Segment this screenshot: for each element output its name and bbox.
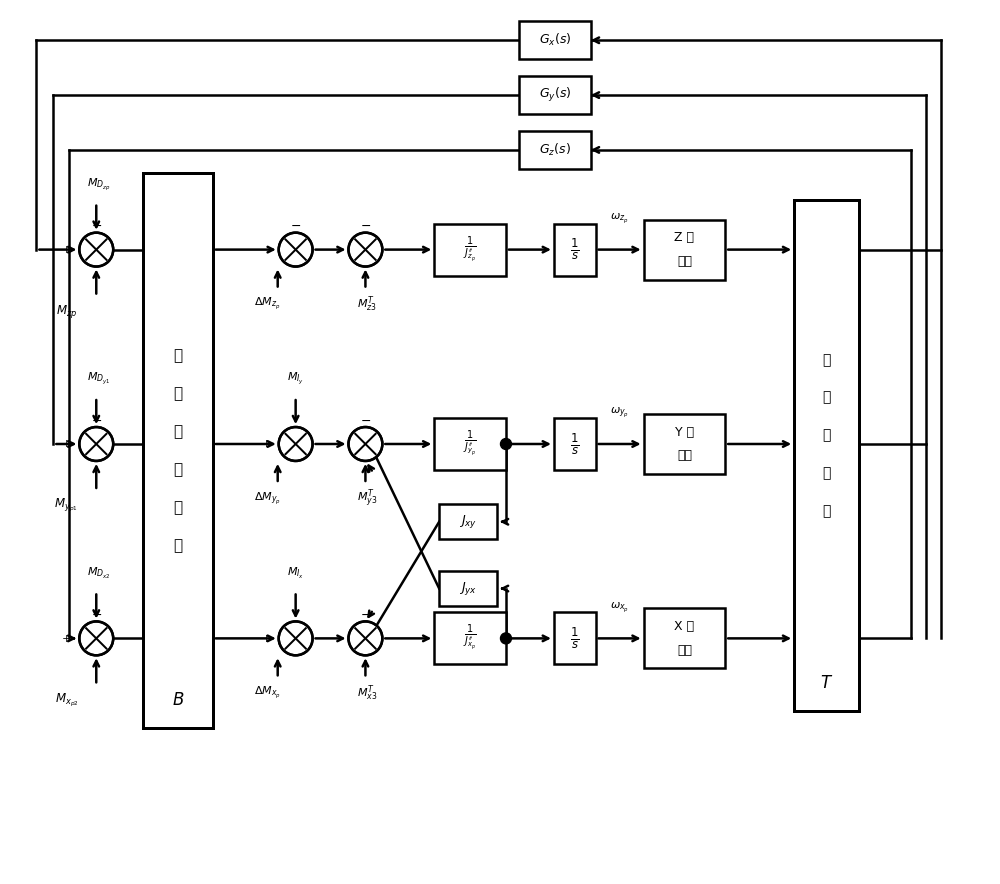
Bar [644,414,725,474]
Text: $J_{xy}$: $J_{xy}$ [459,514,477,530]
Text: $M_{D_{x2}}$: $M_{D_{x2}}$ [87,566,111,581]
Text: $M_{zp}$: $M_{zp}$ [56,303,77,320]
Text: $-$: $-$ [91,414,102,427]
Text: $\Delta M_{z_p}$: $\Delta M_{z_p}$ [254,296,281,312]
Circle shape [348,427,382,461]
Text: $G_y(s)$: $G_y(s)$ [539,86,571,104]
Text: $M_{y3}^T$: $M_{y3}^T$ [357,488,378,510]
Text: $\Delta M_{x_p}$: $\Delta M_{x_p}$ [254,685,281,701]
Text: $\Delta M_{y_p}$: $\Delta M_{y_p}$ [254,491,281,507]
Bar [644,220,725,279]
Bar [554,224,596,276]
Text: $-$: $-$ [360,219,371,232]
Text: 力: 力 [173,348,183,363]
Text: $\frac{1}{s}$: $\frac{1}{s}$ [570,431,579,457]
Text: 阵: 阵 [173,537,183,552]
Text: $\frac{1}{s}$: $\frac{1}{s}$ [570,626,579,651]
Text: $+$: $+$ [61,633,71,644]
Bar [434,613,506,664]
Text: 矩: 矩 [173,386,183,401]
Text: $G_z(s)$: $G_z(s)$ [539,141,571,158]
Text: $-$: $-$ [91,608,102,621]
Text: $\frac{1}{J_{y_p}^{\prime\prime}}$: $\frac{1}{J_{y_p}^{\prime\prime}}$ [463,429,477,459]
Text: $\frac{1}{J_{x_p}^{\prime\prime}}$: $\frac{1}{J_{x_p}^{\prime\prime}}$ [463,623,477,653]
Text: $\omega_{x_p}$: $\omega_{x_p}$ [610,600,629,614]
Text: 变: 变 [173,424,183,439]
Text: $M_{z3}^T$: $M_{z3}^T$ [357,294,377,314]
Text: $\frac{1}{s}$: $\frac{1}{s}$ [570,237,579,263]
Bar [519,131,591,169]
Text: $-$: $-$ [91,219,102,232]
Text: $J_{yx}$: $J_{yx}$ [459,580,477,597]
Bar [794,200,859,711]
Text: $M_{I_x}$: $M_{I_x}$ [287,566,304,581]
Bar [439,571,497,606]
Circle shape [348,232,382,267]
Text: $+$: $+$ [61,244,71,255]
Text: 换: 换 [173,462,183,476]
Text: $\omega_{y_p}$: $\omega_{y_p}$ [610,406,629,420]
Text: $-$: $-$ [360,608,371,621]
Text: $G_x(s)$: $G_x(s)$ [539,32,571,49]
Text: $M_{x_{p2}}$: $M_{x_{p2}}$ [55,691,78,709]
Text: 空: 空 [822,353,831,367]
Bar [554,418,596,470]
Text: 器: 器 [822,504,831,518]
Text: $M_{x3}^T$: $M_{x3}^T$ [357,683,378,703]
Text: 耦: 耦 [822,467,831,480]
Circle shape [79,232,113,267]
Circle shape [79,427,113,461]
Text: 螺仪: 螺仪 [677,644,692,657]
Text: 矩: 矩 [173,499,183,514]
Text: $M_{y_{p1}}$: $M_{y_{p1}}$ [54,497,78,514]
Text: $+$: $+$ [61,438,71,449]
Bar [519,21,591,59]
Bar [644,608,725,668]
Bar [439,504,497,539]
Circle shape [500,438,511,449]
Text: $-$: $-$ [290,219,301,232]
Bar [143,173,213,728]
Text: Z 陀: Z 陀 [674,231,694,244]
Circle shape [79,621,113,655]
Bar [519,76,591,114]
Text: Y 陀: Y 陀 [675,425,694,438]
Circle shape [279,427,313,461]
Circle shape [279,621,313,655]
Circle shape [348,621,382,655]
Text: 螺仪: 螺仪 [677,255,692,268]
Text: $\frac{1}{J_{z_p}^{\prime\prime}}$: $\frac{1}{J_{z_p}^{\prime\prime}}$ [463,234,477,264]
Text: $M_{D_{zp}}$: $M_{D_{zp}}$ [87,177,111,193]
Text: $-$: $-$ [360,414,371,427]
Bar [554,613,596,664]
Circle shape [500,633,511,644]
Text: $M_{D_{y1}}$: $M_{D_{y1}}$ [87,371,111,387]
Text: $B$: $B$ [172,691,184,709]
Text: 间: 间 [822,391,831,405]
Circle shape [279,232,313,267]
Text: $\omega_{z_p}$: $\omega_{z_p}$ [610,211,628,225]
Bar [434,418,506,470]
Text: $+$: $+$ [261,633,271,644]
Text: $+$: $+$ [261,438,271,449]
Text: 螺仪: 螺仪 [677,449,692,462]
Text: $T$: $T$ [820,674,833,692]
Text: $M_{I_y}$: $M_{I_y}$ [287,371,304,387]
Bar [434,224,506,276]
Text: X 陀: X 陀 [674,620,694,633]
Text: 解: 解 [822,429,831,443]
